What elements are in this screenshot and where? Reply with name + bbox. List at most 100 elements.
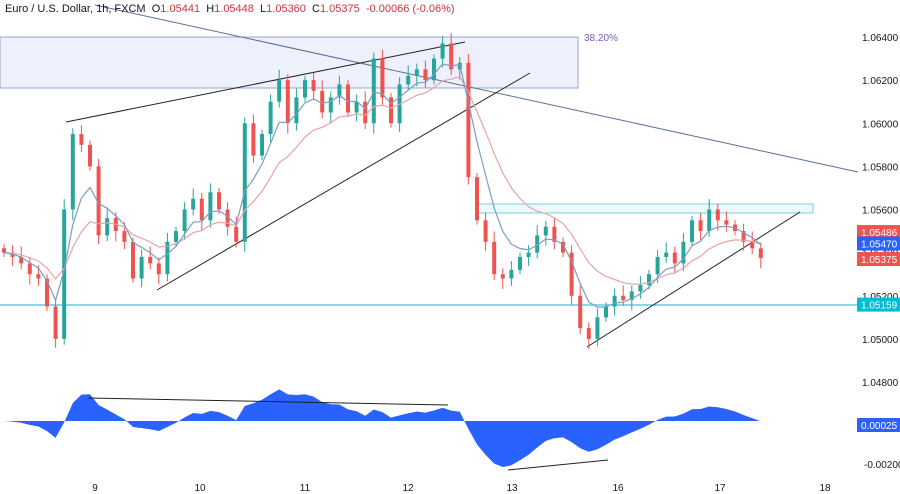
candle-body: [423, 69, 428, 81]
candle-body: [466, 62, 471, 178]
candle-body: [492, 241, 497, 275]
osc-divergence-line-top: [87, 397, 449, 406]
slow-moving-average: [3, 75, 761, 285]
fib-zone: [0, 36, 579, 89]
candle-body: [518, 256, 522, 270]
candle-body: [62, 209, 67, 339]
osc-badge-label: 0.00025: [861, 421, 898, 432]
candle-body: [741, 231, 746, 242]
price-badge: [857, 297, 900, 312]
price-tick: 1.05600: [862, 206, 899, 217]
candle-body: [53, 306, 58, 339]
candle-body: [208, 192, 213, 221]
candle-body: [354, 101, 359, 113]
candle-body: [526, 252, 531, 257]
high-value: 1.05448: [214, 3, 254, 15]
candle-body: [389, 97, 393, 124]
candle-body: [707, 209, 712, 232]
candle-body: [320, 90, 325, 113]
candle-body: [750, 241, 755, 249]
candle-body: [27, 263, 32, 275]
osc-tick: -0.00200: [864, 460, 900, 471]
candle-body: [672, 252, 677, 264]
candle-body: [242, 123, 247, 242]
price-tick: 1.06200: [862, 76, 899, 87]
candle-body: [612, 295, 617, 307]
time-tick: 9: [92, 483, 98, 494]
candle-body: [36, 274, 41, 279]
candle-body: [234, 226, 239, 242]
candle-body: [225, 209, 230, 227]
candle-body: [277, 80, 282, 102]
low-value: 1.05360: [266, 3, 306, 15]
candle-body: [285, 80, 290, 124]
price-badge-label: 1.05159: [861, 301, 898, 312]
price-badge-label: 1.05486: [861, 228, 898, 239]
candle-body: [629, 291, 634, 301]
close-value: 1.05375: [320, 3, 360, 15]
candle-body: [303, 80, 307, 98]
candle-body: [500, 274, 505, 279]
candle-body: [432, 58, 436, 81]
osc-badge: [857, 418, 900, 432]
time-tick: 18: [819, 483, 831, 494]
price-badge: [857, 225, 900, 240]
time-tick: 13: [506, 483, 518, 494]
price-tick: 1.06000: [862, 119, 899, 130]
candle-body: [715, 209, 720, 221]
change-value: -0.00066 (-0.06%): [365, 3, 455, 15]
candle-body: [690, 220, 694, 242]
candle-body: [698, 220, 703, 232]
price-badge-label: 1.05470: [861, 240, 898, 251]
candle-body: [191, 198, 196, 210]
candle-body: [156, 263, 161, 275]
candle-body: [414, 69, 419, 76]
candle-body: [758, 248, 763, 259]
fib-label: 38.20%: [584, 33, 618, 44]
price-tick: 1.05200: [862, 292, 899, 303]
symbol-title: Euro / U.S. Dollar, 1h, FXCM: [5, 3, 146, 15]
candle-body: [380, 58, 385, 98]
price-tick: 1.04800: [862, 378, 899, 389]
candle-body: [260, 134, 264, 156]
candle-body: [578, 295, 583, 329]
candle-body: [251, 123, 256, 156]
candle-body: [88, 144, 92, 167]
low-label: L: [260, 3, 267, 15]
candle-body: [449, 43, 454, 70]
candle-body: [724, 220, 729, 225]
candle-body: [19, 256, 24, 264]
price-tick: 1.05000: [862, 335, 899, 346]
price-tick: 1.06400: [862, 33, 899, 44]
candle-body: [165, 241, 170, 275]
candle-body: [475, 177, 479, 221]
candle-body: [561, 241, 565, 253]
osc-divergence-line-bottom: [507, 459, 609, 471]
candle-body: [70, 134, 75, 210]
price-badge: [857, 236, 900, 251]
candle-body: [122, 231, 127, 242]
candle-body: [638, 284, 643, 292]
candle-body: [346, 84, 350, 113]
candle-body: [371, 58, 376, 124]
uptrend-line: [586, 211, 801, 348]
candle-body: [647, 274, 651, 285]
candle-body: [543, 226, 548, 236]
oscillator-area: [4, 389, 761, 467]
wedge-upper-line: [65, 41, 466, 123]
candle-body: [440, 43, 445, 59]
candle-body: [96, 166, 101, 236]
price-badge-label: 1.05375: [861, 255, 898, 266]
candle-body: [483, 220, 488, 242]
candle-body: [681, 241, 686, 264]
fast-moving-average: [3, 63, 762, 308]
candle-body: [311, 80, 316, 91]
candle-body: [139, 256, 144, 279]
time-tick: 12: [402, 483, 414, 494]
candle-body: [182, 209, 187, 232]
candle-body: [664, 252, 669, 257]
time-tick: 16: [612, 483, 624, 494]
downtrend-line: [94, 4, 859, 173]
